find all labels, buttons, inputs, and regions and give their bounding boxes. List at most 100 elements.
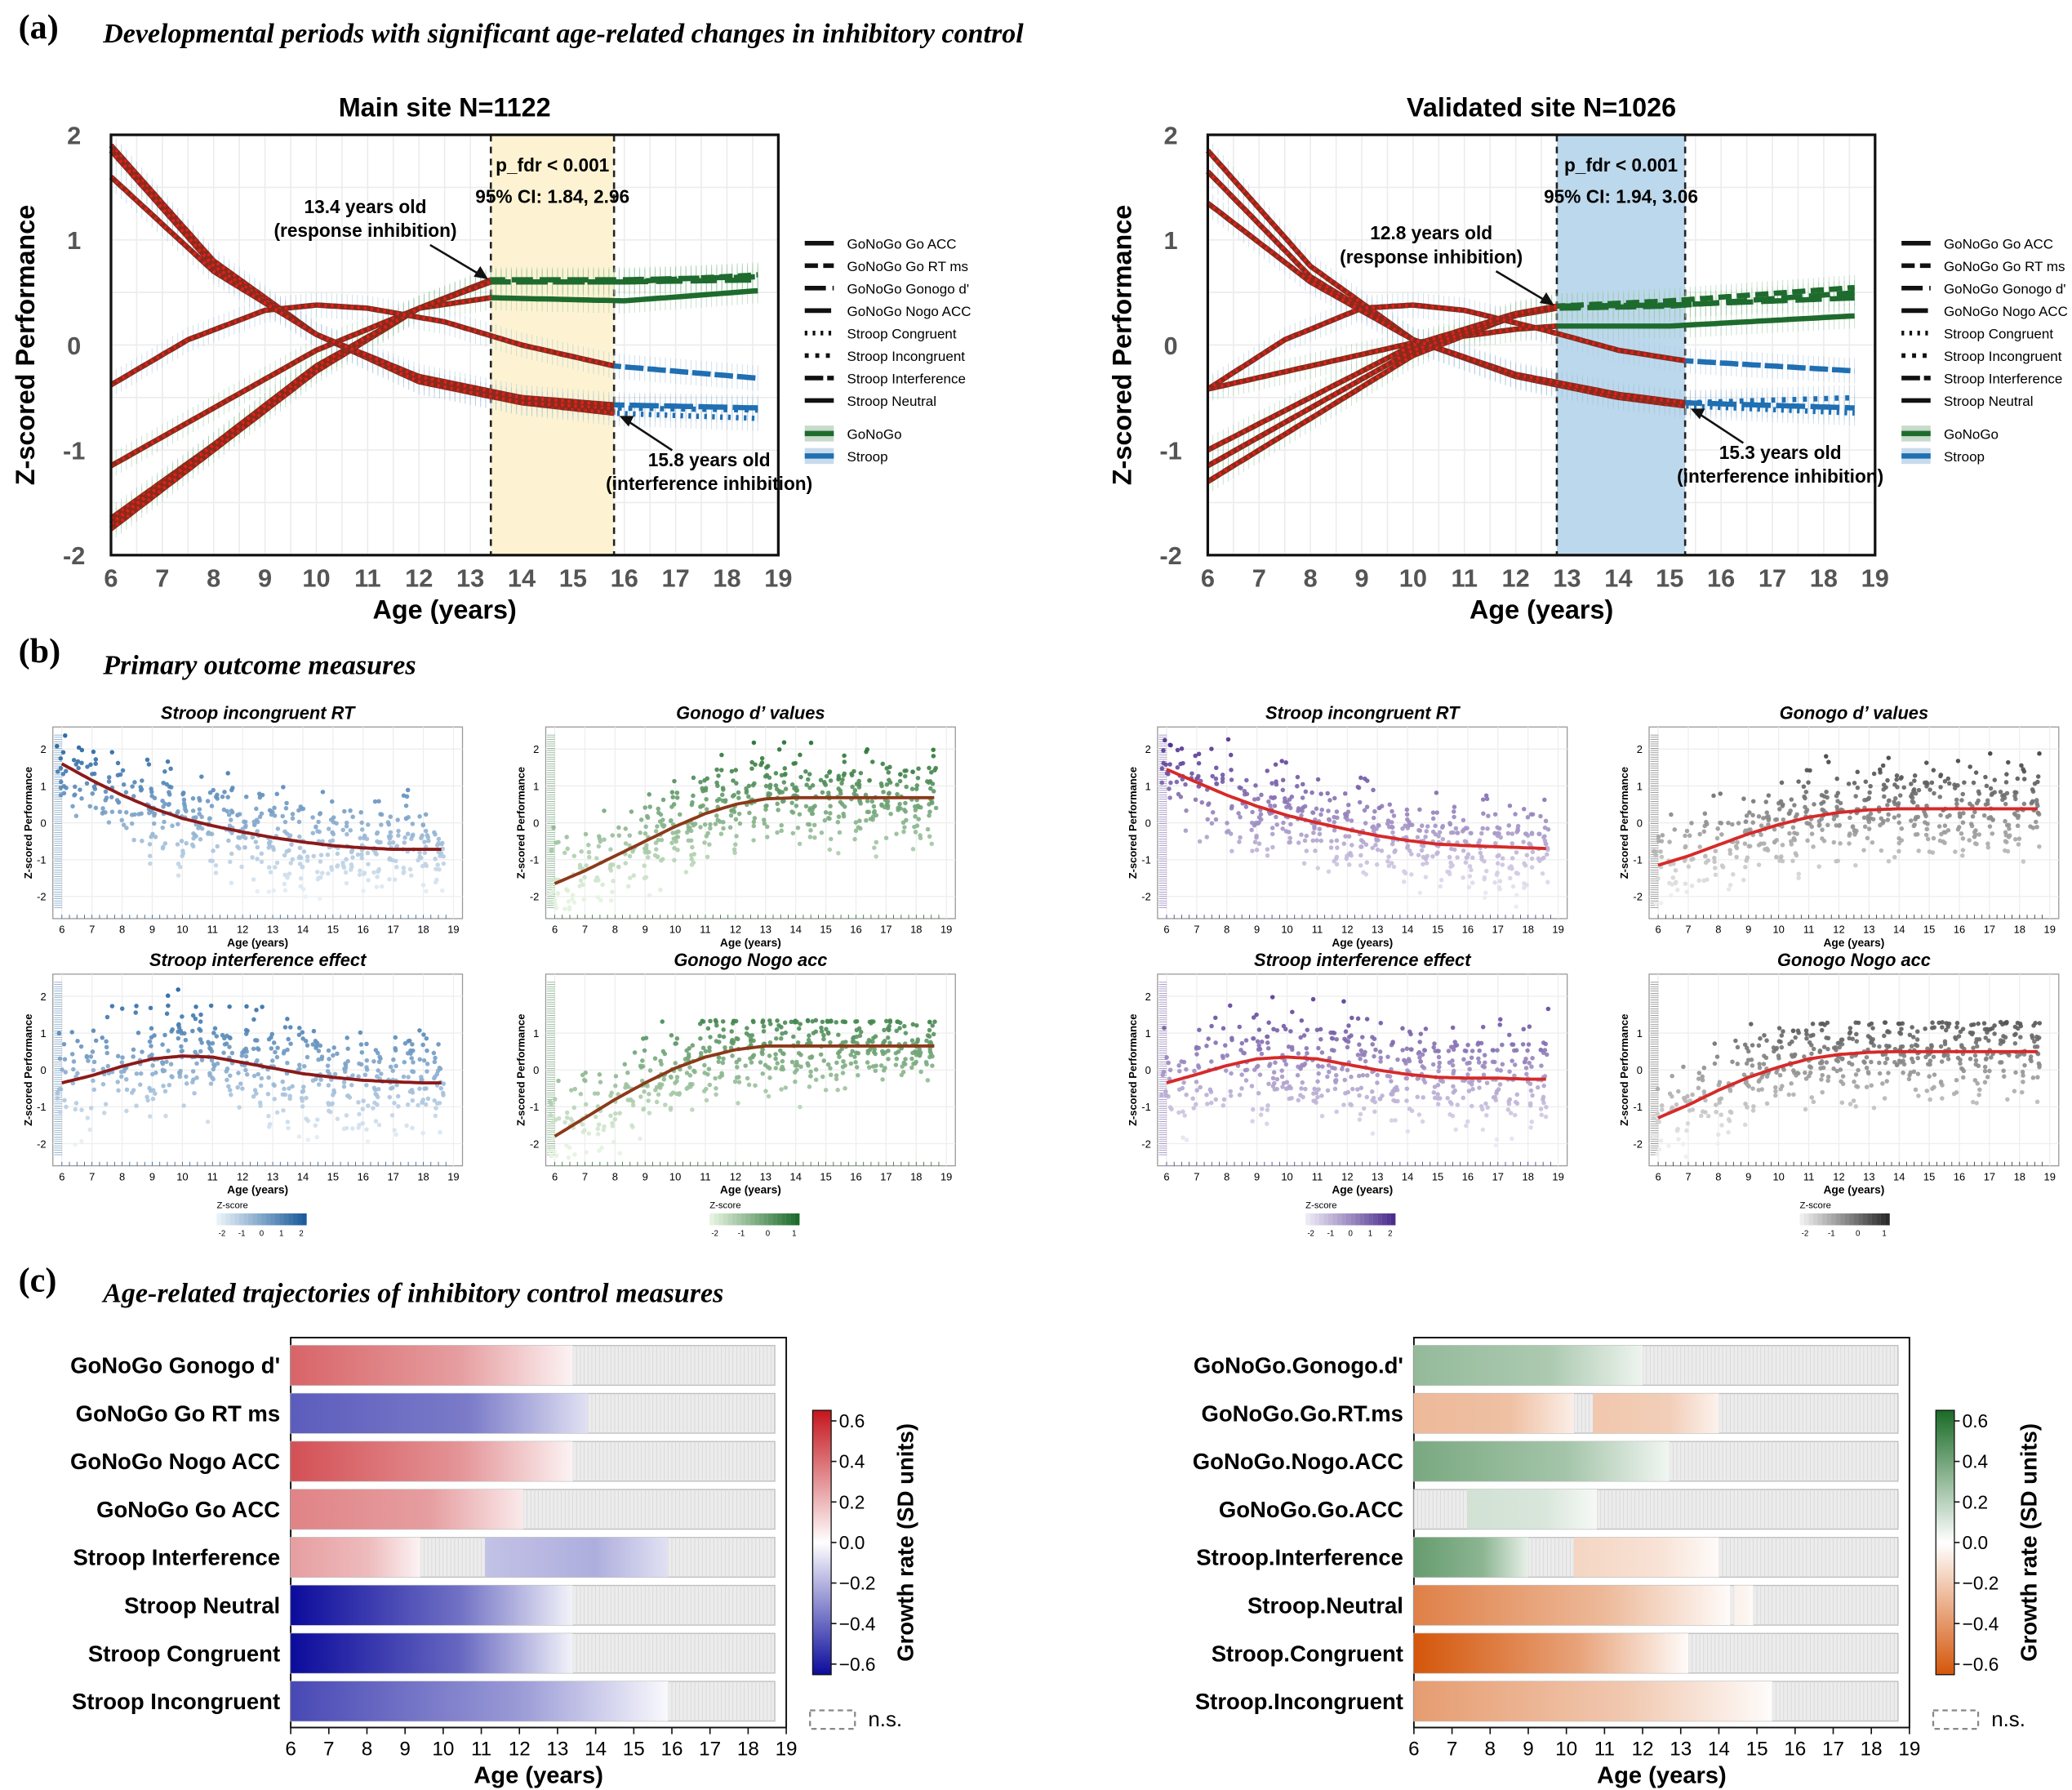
data-point — [302, 849, 307, 854]
y-tick-label: 0 — [1637, 817, 1643, 829]
data-point — [1423, 835, 1428, 839]
data-point — [855, 781, 860, 786]
data-point — [1804, 790, 1809, 795]
data-point — [1358, 800, 1363, 805]
data-point — [220, 795, 225, 799]
data-point — [763, 774, 768, 779]
data-point — [1661, 833, 1665, 838]
data-point — [767, 775, 772, 780]
data-point — [1703, 811, 1708, 816]
data-point — [1731, 872, 1736, 877]
data-point — [147, 762, 152, 767]
legend-group-label: GoNoGo — [847, 426, 902, 442]
data-point — [207, 817, 212, 822]
data-point — [1287, 839, 1292, 844]
y-tick-label: -1 — [1633, 854, 1643, 866]
data-point — [149, 790, 154, 795]
data-point — [319, 853, 324, 857]
data-point — [1403, 871, 1408, 875]
data-point — [703, 822, 708, 827]
data-point — [1229, 768, 1234, 773]
data-point — [1363, 821, 1368, 826]
x-tick-label: 13 — [1372, 924, 1383, 936]
data-point — [191, 844, 196, 849]
data-point — [442, 862, 447, 866]
data-point — [1687, 864, 1692, 869]
data-point — [1265, 768, 1269, 773]
data-point — [825, 774, 829, 779]
subplot-title: Stroop incongruent RT — [161, 703, 356, 724]
data-point — [932, 789, 936, 794]
data-point — [1461, 848, 1466, 853]
annotation-response-label: (response inhibition) — [1340, 246, 1523, 267]
data-point — [647, 893, 652, 898]
x-tick-label: 12 — [237, 924, 248, 936]
data-point — [73, 785, 78, 790]
data-point — [198, 837, 203, 842]
data-point — [122, 782, 127, 787]
data-point — [160, 826, 165, 830]
data-point — [1862, 798, 1867, 803]
data-point — [1485, 797, 1490, 802]
x-tick-label: 12 — [1341, 924, 1353, 936]
data-point — [642, 863, 647, 868]
data-point — [556, 891, 561, 896]
data-point — [1748, 827, 1753, 832]
data-point — [564, 835, 569, 839]
data-point — [751, 838, 756, 843]
data-point — [1424, 856, 1429, 861]
data-point — [254, 839, 259, 844]
data-point — [1714, 848, 1719, 853]
data-point — [808, 828, 813, 833]
data-point — [758, 763, 763, 768]
data-point — [1510, 841, 1515, 846]
data-point — [1176, 748, 1181, 753]
data-point — [838, 830, 843, 835]
data-point — [176, 809, 180, 814]
data-point — [419, 835, 424, 840]
data-point — [1926, 837, 1931, 842]
data-point — [898, 779, 903, 784]
data-point — [1885, 803, 1890, 808]
data-point — [1409, 872, 1414, 877]
data-point — [85, 781, 90, 786]
data-point — [1347, 862, 1352, 867]
data-point — [1259, 793, 1264, 798]
data-point — [745, 789, 749, 794]
data-point — [731, 778, 736, 783]
data-point — [1189, 771, 1194, 776]
x-tick-label: 6 — [104, 564, 118, 593]
data-point — [1184, 828, 1189, 833]
data-point — [1530, 857, 1535, 862]
data-point — [289, 861, 294, 866]
data-point — [1947, 781, 1952, 786]
data-point — [1448, 865, 1453, 870]
data-point — [1706, 858, 1711, 863]
data-point — [843, 759, 847, 764]
data-point — [297, 820, 302, 825]
data-point — [1376, 848, 1381, 853]
data-point — [1536, 831, 1541, 836]
data-point — [1972, 835, 1977, 839]
data-point — [582, 897, 587, 902]
data-point — [858, 826, 863, 831]
data-point — [551, 825, 556, 830]
data-point — [1483, 875, 1487, 880]
data-point — [182, 798, 187, 803]
data-point — [704, 797, 709, 802]
data-point — [1796, 779, 1801, 784]
data-point — [1930, 781, 1935, 786]
data-point — [409, 873, 414, 878]
data-point — [132, 780, 137, 785]
x-tick-label: 14 — [1604, 564, 1632, 593]
data-point — [79, 761, 84, 766]
data-point — [238, 835, 242, 840]
data-point — [1702, 830, 1707, 835]
data-point — [1310, 810, 1315, 815]
data-point — [705, 855, 710, 860]
data-point — [690, 845, 695, 850]
data-point — [1451, 830, 1456, 835]
data-point — [887, 791, 891, 796]
